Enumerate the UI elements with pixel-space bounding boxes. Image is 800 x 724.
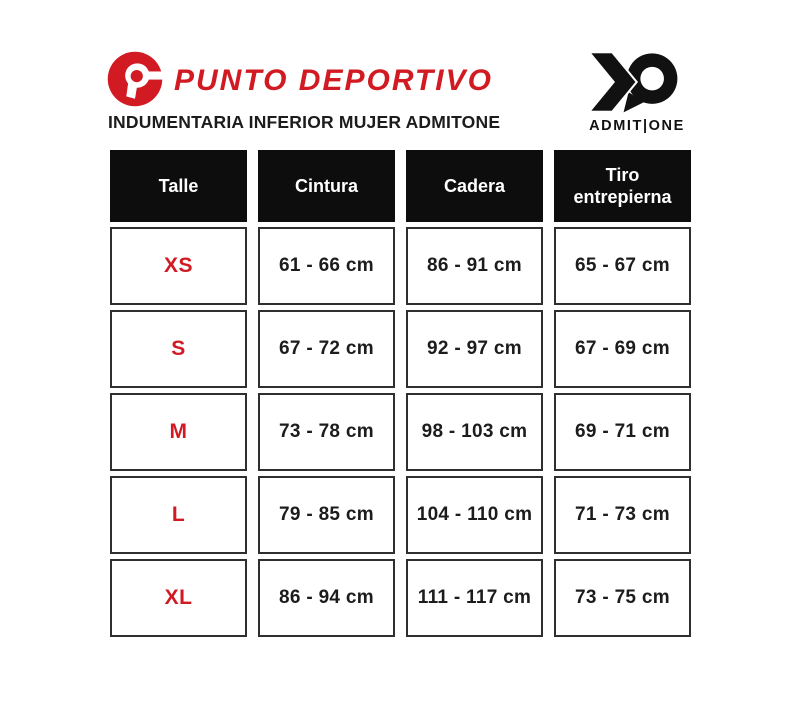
admit-one-wordmark: ADMIT|ONE	[589, 118, 685, 134]
brand-name: PUNTO DEPORTIVO	[174, 64, 493, 97]
cadera-cell-xs: 86 - 91 cm	[406, 227, 543, 305]
header-cadera: Cadera	[406, 150, 543, 222]
cintura-cell-l: 79 - 85 cm	[258, 476, 395, 554]
admit-one-mark-icon	[587, 51, 678, 113]
header-talle: Talle	[110, 150, 247, 222]
admit-one-logo: ADMIT|ONE	[575, 50, 699, 134]
size-table: Talle Cintura Cadera Tiro entrepierna XS…	[110, 150, 691, 637]
cadera-cell-l: 104 - 110 cm	[406, 476, 543, 554]
talle-cell-m: M	[110, 393, 247, 471]
cadera-cell-s: 92 - 97 cm	[406, 310, 543, 388]
cintura-cell-xl: 86 - 94 cm	[258, 559, 395, 637]
cintura-cell-s: 67 - 72 cm	[258, 310, 395, 388]
tiro-cell-l: 71 - 73 cm	[554, 476, 691, 554]
tiro-cell-s: 67 - 69 cm	[554, 310, 691, 388]
tiro-cell-xs: 65 - 67 cm	[554, 227, 691, 305]
page-title: INDUMENTARIA INFERIOR MUJER ADMITONE	[108, 112, 501, 132]
header-tiro-entrepierna: Tiro entrepierna	[554, 150, 691, 222]
punto-deportivo-logo-icon	[107, 51, 164, 107]
cintura-cell-m: 73 - 78 cm	[258, 393, 395, 471]
talle-cell-xs: XS	[110, 227, 247, 305]
tiro-cell-m: 69 - 71 cm	[554, 393, 691, 471]
tiro-cell-xl: 73 - 75 cm	[554, 559, 691, 637]
cadera-cell-xl: 111 - 117 cm	[406, 559, 543, 637]
talle-cell-xl: XL	[110, 559, 247, 637]
cadera-cell-m: 98 - 103 cm	[406, 393, 543, 471]
talle-cell-s: S	[110, 310, 247, 388]
header-cintura: Cintura	[258, 150, 395, 222]
cintura-cell-xs: 61 - 66 cm	[258, 227, 395, 305]
talle-cell-l: L	[110, 476, 247, 554]
